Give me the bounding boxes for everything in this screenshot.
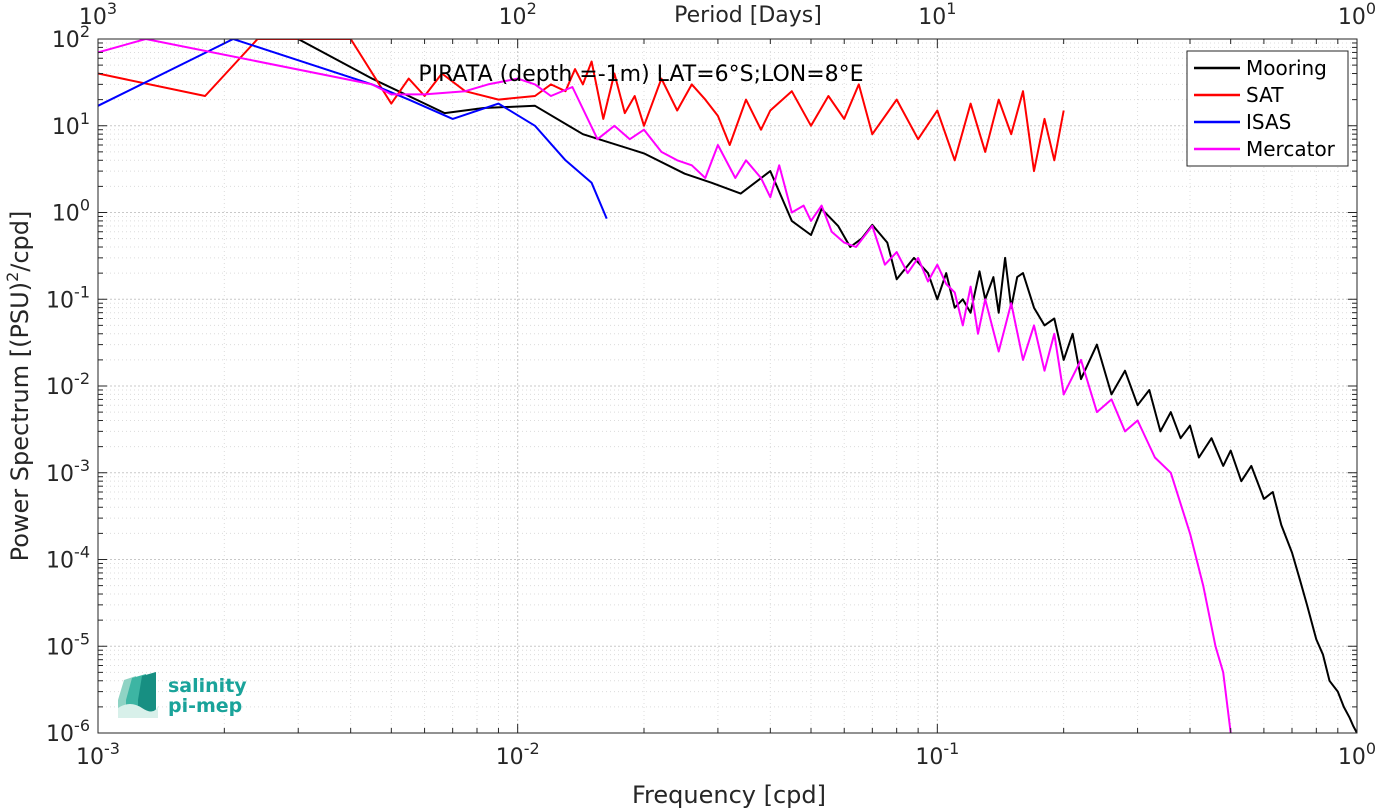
y-tick-exponent: -4 — [74, 543, 90, 562]
top-tick-base: 10 — [79, 5, 107, 30]
y-tick-base: 10 — [52, 202, 80, 227]
x-tick-exponent: -1 — [943, 739, 959, 758]
y-axis-label: Power Spectrum [(PSU)2/cpd] — [3, 211, 34, 562]
x-tick-exponent: -3 — [104, 739, 120, 758]
x-tick-base: 10 — [496, 745, 524, 770]
y-tick-base: 10 — [46, 462, 74, 487]
legend-box — [1186, 50, 1349, 167]
major-grid — [97, 38, 1358, 734]
y-tick-label: 10-3 — [46, 456, 90, 487]
series-line-mercator — [98, 39, 1232, 733]
top-tick-base: 10 — [1338, 5, 1366, 30]
top-tick-base: 10 — [918, 5, 946, 30]
legend-label-mercator: Mercator — [1246, 137, 1336, 161]
y-tick-base: 10 — [52, 28, 80, 53]
y-tick-exponent: -3 — [74, 456, 90, 475]
y-tick-base: 10 — [46, 549, 74, 574]
tick-marks — [97, 38, 1358, 734]
series-line-mooring — [297, 39, 1357, 733]
y-axis-label-tail: /cpd] — [6, 211, 34, 272]
top-axis-label: Period [Days] — [674, 3, 822, 28]
chart-title: PIRATA (depth =-1m) LAT=6°S;LON=8°E — [418, 62, 863, 87]
top-tick-label: 101 — [918, 0, 956, 30]
top-tick-base: 10 — [499, 5, 527, 30]
series-layer — [98, 39, 1357, 733]
y-tick-base: 10 — [46, 375, 74, 400]
x-tick-label: 10-1 — [915, 739, 959, 770]
x-tick-base: 10 — [915, 745, 943, 770]
y-tick-label: 10-4 — [46, 543, 90, 574]
y-tick-label: 101 — [52, 109, 90, 140]
y-tick-label: 10-5 — [46, 629, 90, 660]
y-axis-label-main: Power Spectrum [(PSU) — [6, 282, 34, 561]
x-tick-label: 100 — [1338, 739, 1376, 770]
y-tick-exponent: 2 — [80, 22, 90, 41]
top-tick-label: 102 — [499, 0, 537, 30]
y-tick-exponent: -6 — [74, 716, 90, 735]
x-tick-exponent: 0 — [1366, 739, 1376, 758]
y-tick-label: 10-6 — [46, 716, 90, 747]
top-tick-label: 103 — [79, 0, 117, 30]
top-tick-label: 100 — [1338, 0, 1376, 30]
y-tick-label: 100 — [52, 196, 90, 227]
y-axis-label-exp: 2 — [3, 272, 22, 282]
y-tick-exponent: -1 — [74, 282, 90, 301]
series-line-isas — [98, 39, 608, 219]
y-tick-base: 10 — [46, 722, 74, 747]
x-tick-base: 10 — [1338, 745, 1366, 770]
x-tick-label: 10-2 — [496, 739, 540, 770]
y-tick-base: 10 — [46, 288, 74, 313]
x-tick-exponent: -2 — [524, 739, 540, 758]
legend: Mooring SAT ISAS Mercator — [1186, 50, 1349, 167]
y-tick-label: 10-2 — [46, 369, 90, 400]
x-axis-label: Frequency [cpd] — [632, 781, 826, 809]
legend-label-sat: SAT — [1246, 83, 1284, 107]
top-tick-exponent: 0 — [1366, 0, 1376, 18]
y-tick-exponent: 1 — [80, 109, 90, 128]
y-tick-base: 10 — [52, 115, 80, 140]
series-line-sat — [98, 39, 1065, 173]
logo-waves-icon — [118, 672, 158, 718]
top-tick-exponent: 2 — [527, 0, 537, 18]
legend-label-isas: ISAS — [1246, 110, 1291, 134]
salinity-pi-mep-logo: salinity pi-mep — [118, 672, 247, 718]
y-tick-exponent: -2 — [74, 369, 90, 388]
y-tick-label: 102 — [52, 22, 90, 53]
y-tick-exponent: 0 — [80, 196, 90, 215]
y-tick-label: 10-1 — [46, 282, 90, 313]
legend-label-mooring: Mooring — [1246, 56, 1327, 80]
logo-line-pi-mep: pi-mep — [168, 695, 242, 717]
y-tick-exponent: -5 — [74, 629, 90, 648]
x-tick-label: 10-3 — [76, 739, 120, 770]
top-tick-exponent: 3 — [107, 0, 117, 18]
top-tick-exponent: 1 — [946, 0, 956, 18]
y-tick-base: 10 — [46, 635, 74, 660]
logo-line-salinity: salinity — [168, 675, 247, 697]
x-tick-base: 10 — [76, 745, 104, 770]
